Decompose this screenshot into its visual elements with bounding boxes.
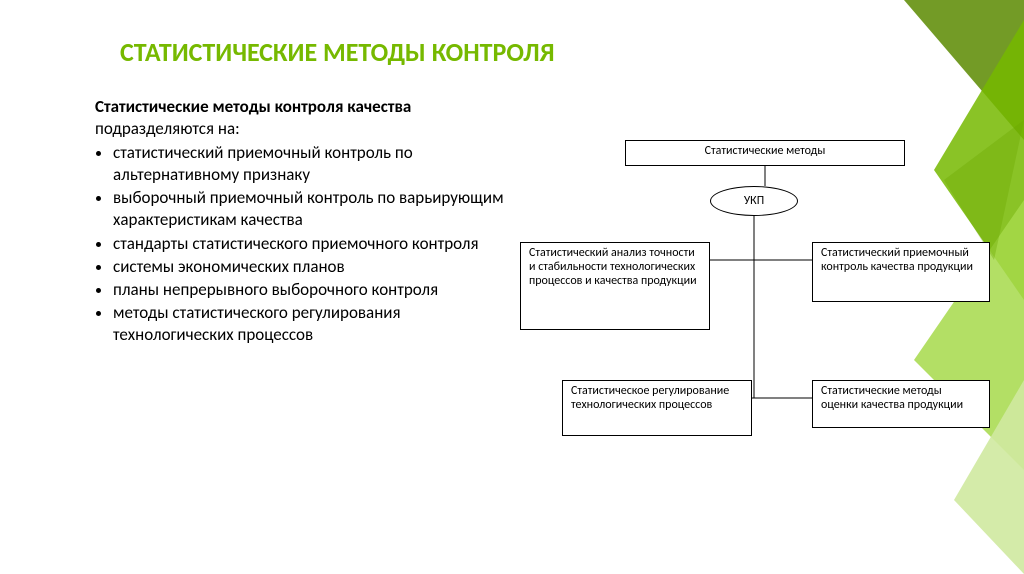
intro-lead-strong: Статистические методы контроля качества [95,96,411,117]
intro-bullet-list: статистический приемочный контроль по ал… [113,142,515,346]
list-item: методы статистического регулирования тех… [113,302,515,346]
flowchart: Статистические методы УКП Статистический… [520,140,1000,520]
intro-lead-rest: подразделяются на: [95,118,240,139]
node-n3: Статистическое регулирование технологиче… [562,380,752,436]
list-item: статистический приемочный контроль по ал… [113,142,515,186]
intro-block: Статистические методы контроля качества … [95,96,515,347]
list-item: выборочный приемочный контроль по варьир… [113,187,515,231]
node-n4: Статистические методы оценки качества пр… [812,380,990,428]
node-n2: Статистический приемочный контроль качес… [812,242,990,302]
list-item: стандарты статистического приемочного ко… [113,233,515,255]
list-item: системы экономических планов [113,256,515,278]
node-ukp: УКП [710,186,798,216]
node-root: Статистические методы [625,140,905,166]
node-n1: Статистический анализ точности и стабиль… [520,242,710,330]
intro-lead: Статистические методы контроля качества … [95,96,515,140]
node-ukp-label: УКП [744,194,764,208]
slide-title: СТАТИСТИЧЕСКИЕ МЕТОДЫ КОНТРОЛЯ [120,36,555,68]
list-item: планы непрерывного выборочного контроля [113,279,515,301]
